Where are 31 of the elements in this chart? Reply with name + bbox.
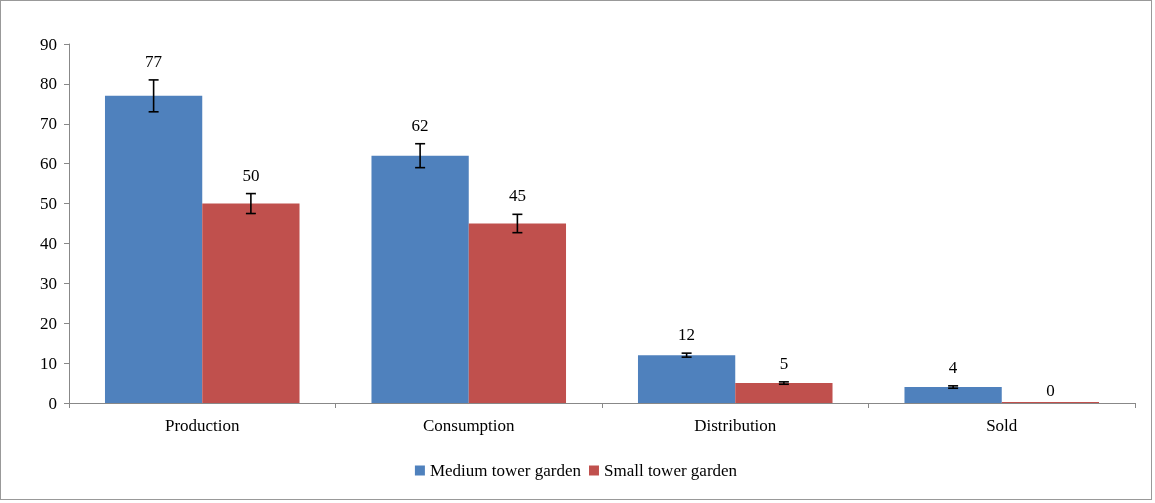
- bar: [735, 383, 833, 403]
- data-label: 0: [1046, 381, 1055, 400]
- data-label: 77: [145, 51, 163, 71]
- data-label: 62: [411, 115, 429, 135]
- y-tick-label: 10: [40, 353, 57, 373]
- y-tick-label: 20: [40, 313, 57, 333]
- x-tick-label: Sold: [986, 416, 1018, 435]
- y-tick-label: 80: [40, 74, 57, 94]
- x-tick-label: Distribution: [694, 416, 777, 435]
- y-tick-label: 0: [48, 393, 57, 413]
- bar: [468, 223, 567, 403]
- data-label: 50: [242, 165, 260, 185]
- data-label: 4: [948, 357, 958, 377]
- data-label: 12: [678, 325, 696, 345]
- y-tick-label: 40: [40, 233, 57, 253]
- y-tick-label: 70: [40, 114, 57, 134]
- data-label: 45: [508, 186, 526, 206]
- x-tick-label: Production: [164, 416, 241, 435]
- y-tick-label: 30: [40, 273, 57, 293]
- y-tick-label: 90: [40, 34, 57, 54]
- legend-label: Small tower garden: [603, 461, 738, 480]
- bar: [637, 355, 736, 403]
- x-tick-label: Consumption: [422, 416, 516, 435]
- y-tick-label: 50: [40, 194, 57, 214]
- bar: [202, 203, 300, 403]
- y-tick-label: 60: [40, 154, 57, 174]
- bar: [904, 387, 1002, 403]
- bar: [371, 155, 469, 403]
- legend-label: Medium tower garden: [429, 461, 582, 480]
- data-label: 5: [779, 353, 789, 373]
- bar: [104, 95, 203, 403]
